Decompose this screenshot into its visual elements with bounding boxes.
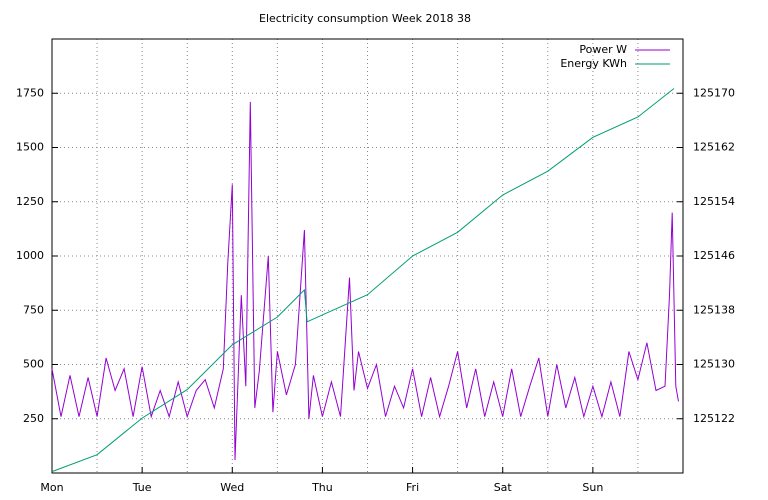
- y-tick-label: 1250: [16, 195, 44, 208]
- y-tick-label: 1000: [16, 249, 44, 262]
- y-tick-label: 750: [23, 303, 44, 316]
- y-tick-label: 1750: [16, 86, 44, 99]
- y2-tick-label: 125146: [693, 249, 735, 262]
- y2-tick-label: 125170: [693, 86, 735, 99]
- data-line: [51, 88, 675, 473]
- legend-label: Power W: [579, 43, 627, 56]
- x-tick-label: Sat: [494, 481, 513, 494]
- y2-tick-label: 125162: [693, 141, 735, 154]
- x-tick-label: Fri: [406, 481, 419, 494]
- chart-title: Electricity consumption Week 2018 38: [259, 12, 471, 25]
- y-tick-label: 1500: [16, 141, 44, 154]
- x-tick-label: Thu: [311, 481, 333, 494]
- y2-tick-label: 125130: [693, 358, 735, 371]
- x-tick-label: Tue: [132, 481, 152, 494]
- data-line: [51, 101, 679, 461]
- plot-frame: [51, 38, 684, 474]
- x-tick-label: Sun: [582, 481, 603, 494]
- y2-tick-label: 125154: [693, 195, 735, 208]
- y2-tick-label: 125138: [693, 303, 735, 316]
- y-tick-label: 250: [23, 412, 44, 425]
- legend-label: Energy KWh: [560, 57, 627, 70]
- x-tick-label: Wed: [220, 481, 244, 494]
- y2-tick-label: 125122: [693, 412, 735, 425]
- x-tick-label: Mon: [40, 481, 63, 494]
- y-tick-label: 500: [23, 358, 44, 371]
